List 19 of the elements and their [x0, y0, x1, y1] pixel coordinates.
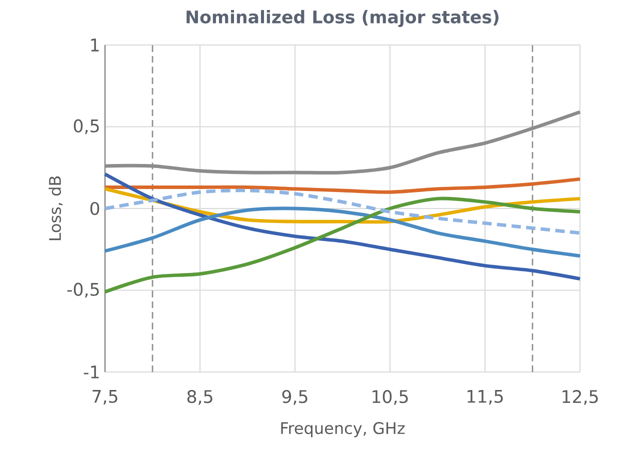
y-tick-label: 1 — [91, 38, 99, 52]
x-tick-label: 12,5 — [562, 390, 598, 405]
y-tick-label: -1 — [84, 366, 99, 378]
y-axis-title: Loss, dB — [48, 176, 63, 240]
y-tick-label: 0 — [90, 202, 100, 216]
x-tick-label: 11,5 — [468, 390, 503, 405]
y-tick-label: 0,5 — [74, 119, 99, 134]
line-series — [103, 196, 582, 294]
line-series — [103, 188, 582, 235]
line-series — [103, 177, 582, 194]
chart-title: Nominalized Loss (major states) — [186, 10, 498, 27]
x-tick-label: 8,5 — [187, 390, 212, 405]
x-tick-label: 7,5 — [92, 390, 118, 405]
line-series — [103, 172, 582, 281]
x-tick-label: 10,5 — [372, 390, 408, 405]
y-tick-label: -0,5 — [67, 282, 99, 298]
line-series — [103, 206, 582, 258]
x-axis-title: Frequency, GHz — [281, 422, 405, 438]
x-tick-label: 9,5 — [282, 390, 308, 405]
